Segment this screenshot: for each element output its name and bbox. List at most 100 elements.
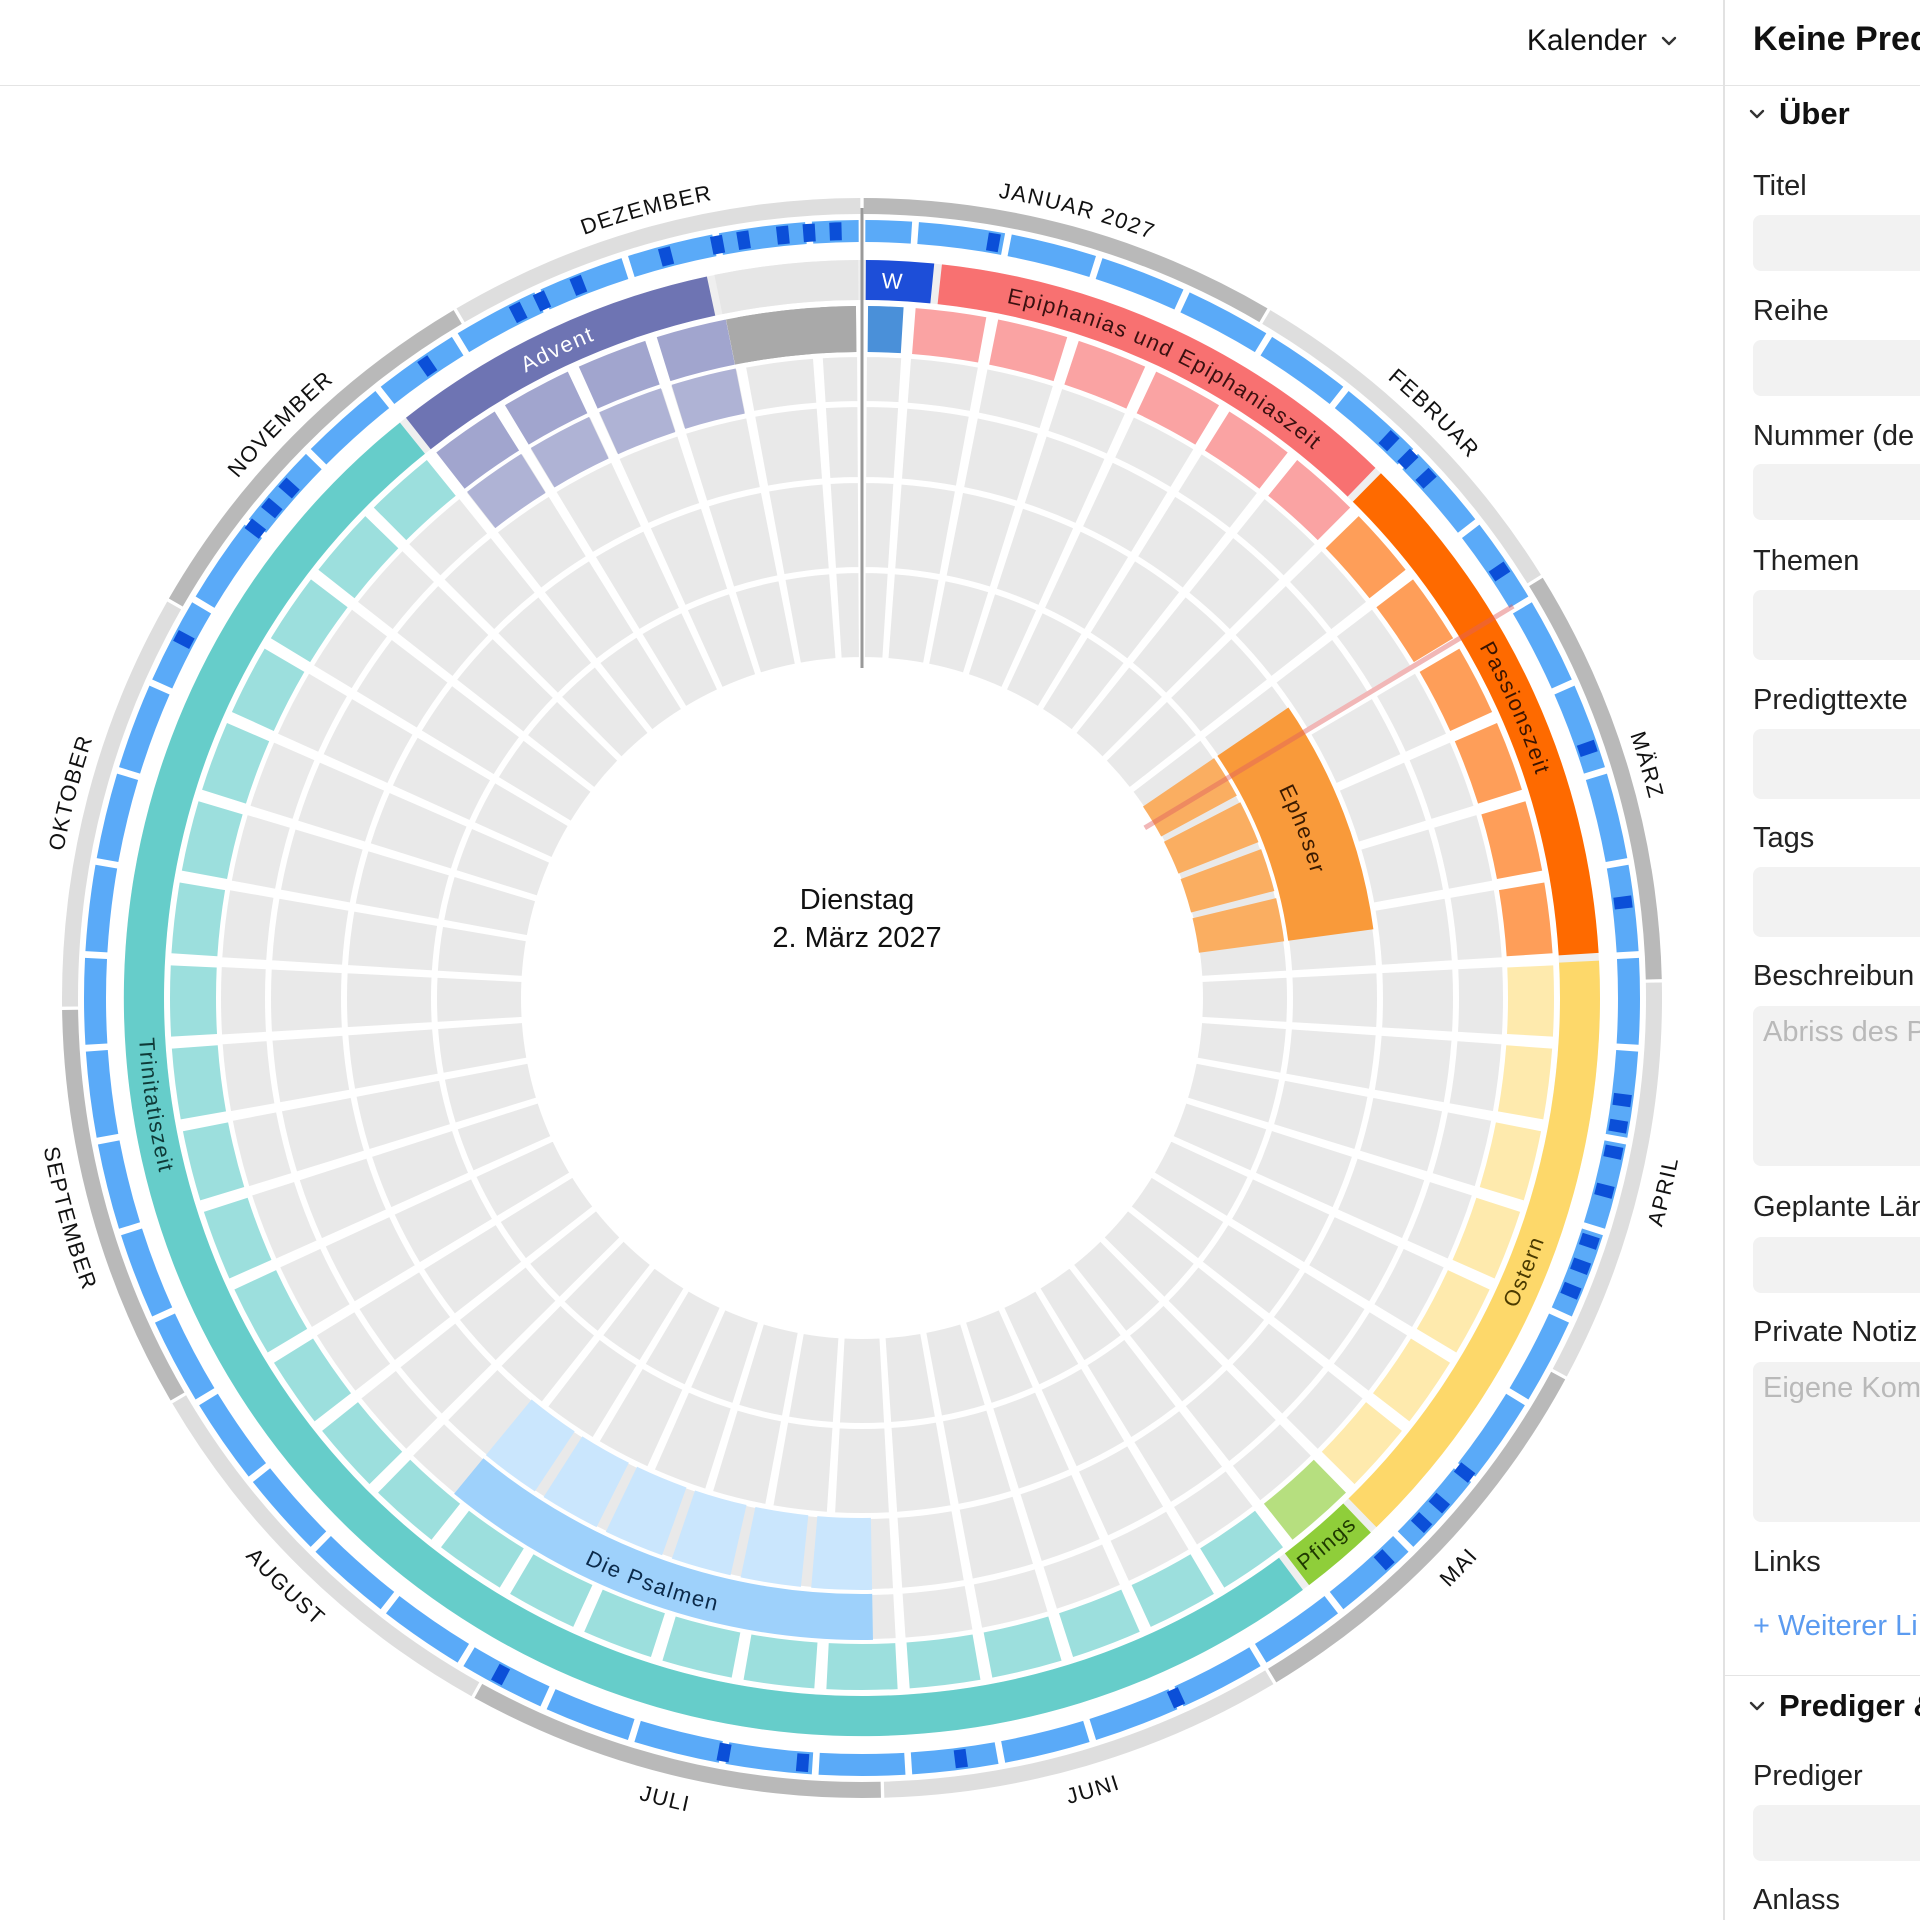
week-cell[interactable] xyxy=(733,578,798,675)
week-segment[interactable] xyxy=(1007,234,1096,277)
week-segment[interactable] xyxy=(1457,1393,1525,1477)
week-segment[interactable] xyxy=(154,1313,215,1400)
week-cell[interactable] xyxy=(297,1156,389,1241)
week-cell[interactable] xyxy=(1283,1027,1378,1092)
section-preacher-toggle[interactable]: Prediger & xyxy=(1747,1688,1920,1724)
week-cell[interactable] xyxy=(826,1643,898,1690)
week-cell[interactable] xyxy=(1374,671,1449,755)
week-cell[interactable] xyxy=(1104,699,1199,790)
event-marker[interactable] xyxy=(1378,429,1400,452)
week-segment[interactable] xyxy=(865,220,913,244)
week-cell[interactable] xyxy=(525,699,620,790)
week-cell[interactable] xyxy=(527,1208,623,1300)
week-cell[interactable] xyxy=(863,571,890,660)
event-marker[interactable] xyxy=(569,274,588,296)
week-cell[interactable] xyxy=(275,671,350,755)
week-segment[interactable] xyxy=(1512,602,1572,689)
week-cell[interactable] xyxy=(1039,1366,1127,1469)
week-cell[interactable] xyxy=(356,1269,453,1363)
week-cell[interactable] xyxy=(1253,1128,1355,1210)
week-segment[interactable] xyxy=(85,864,118,953)
week-segment[interactable] xyxy=(83,957,108,1045)
planned-length-input[interactable] xyxy=(1753,1237,1920,1293)
week-cell[interactable] xyxy=(457,1264,559,1363)
week-cell[interactable] xyxy=(454,826,552,898)
week-cell[interactable] xyxy=(889,1420,953,1514)
week-cell[interactable] xyxy=(683,416,763,504)
week-cell[interactable] xyxy=(906,1634,981,1689)
week-cell[interactable] xyxy=(1152,1139,1251,1219)
event-marker[interactable] xyxy=(261,497,283,519)
week-cell[interactable] xyxy=(706,490,780,589)
event-marker[interactable] xyxy=(795,1753,810,1773)
week-cell[interactable] xyxy=(278,826,366,905)
week-cell[interactable] xyxy=(1497,1045,1553,1120)
week-segment[interactable] xyxy=(1329,1536,1409,1610)
week-cell[interactable] xyxy=(643,1288,723,1387)
week-cell[interactable] xyxy=(828,481,861,570)
week-cell[interactable] xyxy=(957,1494,1036,1581)
week-cell[interactable] xyxy=(1136,371,1220,445)
week-cell[interactable] xyxy=(1447,1039,1504,1114)
calendar-wheel[interactable]: JANUAR 2027FEBRUARMÄRZAPRILMAIJUNIJULIAU… xyxy=(0,86,1723,1920)
week-cell[interactable] xyxy=(736,1322,801,1418)
week-cell[interactable] xyxy=(318,516,399,599)
season-ostern[interactable] xyxy=(1348,960,1600,1528)
week-cell[interactable] xyxy=(1171,1468,1256,1548)
week-cell[interactable] xyxy=(273,1338,351,1422)
week-cell[interactable] xyxy=(597,1366,685,1469)
week-segment[interactable] xyxy=(1585,773,1628,863)
week-cell[interactable] xyxy=(1076,1443,1166,1538)
topics-input[interactable] xyxy=(1753,590,1920,660)
week-cell[interactable] xyxy=(1229,1320,1327,1417)
week-cell[interactable] xyxy=(1080,460,1171,555)
week-cell[interactable] xyxy=(743,1634,818,1689)
title-input[interactable] xyxy=(1753,215,1920,271)
week-cell[interactable] xyxy=(1325,516,1406,599)
week-cell[interactable] xyxy=(1372,1033,1454,1105)
tags-input[interactable] xyxy=(1753,867,1920,937)
week-cell[interactable] xyxy=(1506,965,1554,1037)
week-segment[interactable] xyxy=(463,1647,550,1707)
week-cell[interactable] xyxy=(752,406,825,488)
week-cell[interactable] xyxy=(1271,1078,1370,1152)
week-segment[interactable] xyxy=(1583,1140,1627,1229)
week-cell[interactable] xyxy=(912,308,987,363)
week-cell[interactable] xyxy=(1479,1122,1542,1201)
week-cell[interactable] xyxy=(1185,1061,1282,1125)
week-segment[interactable] xyxy=(628,234,717,277)
week-cell[interactable] xyxy=(899,406,972,488)
event-marker[interactable] xyxy=(244,518,267,539)
week-cell[interactable] xyxy=(983,1616,1062,1678)
week-cell[interactable] xyxy=(1321,1402,1402,1485)
week-segment[interactable] xyxy=(199,1393,267,1477)
week-cell[interactable] xyxy=(766,482,831,577)
event-marker[interactable] xyxy=(1576,739,1598,758)
week-segment[interactable] xyxy=(1616,957,1641,1045)
week-cell[interactable] xyxy=(923,1322,988,1418)
week-cell[interactable] xyxy=(406,496,490,579)
event-marker[interactable] xyxy=(1415,467,1437,489)
event-marker[interactable] xyxy=(985,232,1001,253)
week-segment[interactable] xyxy=(1095,258,1184,310)
week-cell[interactable] xyxy=(578,340,660,409)
season-advent[interactable] xyxy=(405,276,716,450)
week-cell[interactable] xyxy=(498,1303,597,1405)
week-cell[interactable] xyxy=(441,874,538,938)
week-cell[interactable] xyxy=(323,1214,418,1304)
week-segment[interactable] xyxy=(385,1595,470,1663)
week-cell[interactable] xyxy=(883,1331,938,1425)
event-marker[interactable] xyxy=(1578,1232,1600,1250)
week-cell[interactable] xyxy=(1335,1156,1427,1241)
week-cell[interactable] xyxy=(1101,1208,1197,1300)
week-cell[interactable] xyxy=(392,1176,495,1265)
series-psalmen-bar[interactable] xyxy=(454,1458,873,1641)
week-cell[interactable] xyxy=(944,490,1018,589)
week-cell[interactable] xyxy=(1045,386,1128,457)
sermon-texts-input[interactable] xyxy=(1753,729,1920,799)
week-cell[interactable] xyxy=(435,924,529,978)
week-cell[interactable] xyxy=(345,909,440,973)
week-cell[interactable] xyxy=(1380,967,1455,1034)
series-input[interactable] xyxy=(1753,340,1920,396)
week-cell[interactable] xyxy=(1200,1222,1303,1317)
